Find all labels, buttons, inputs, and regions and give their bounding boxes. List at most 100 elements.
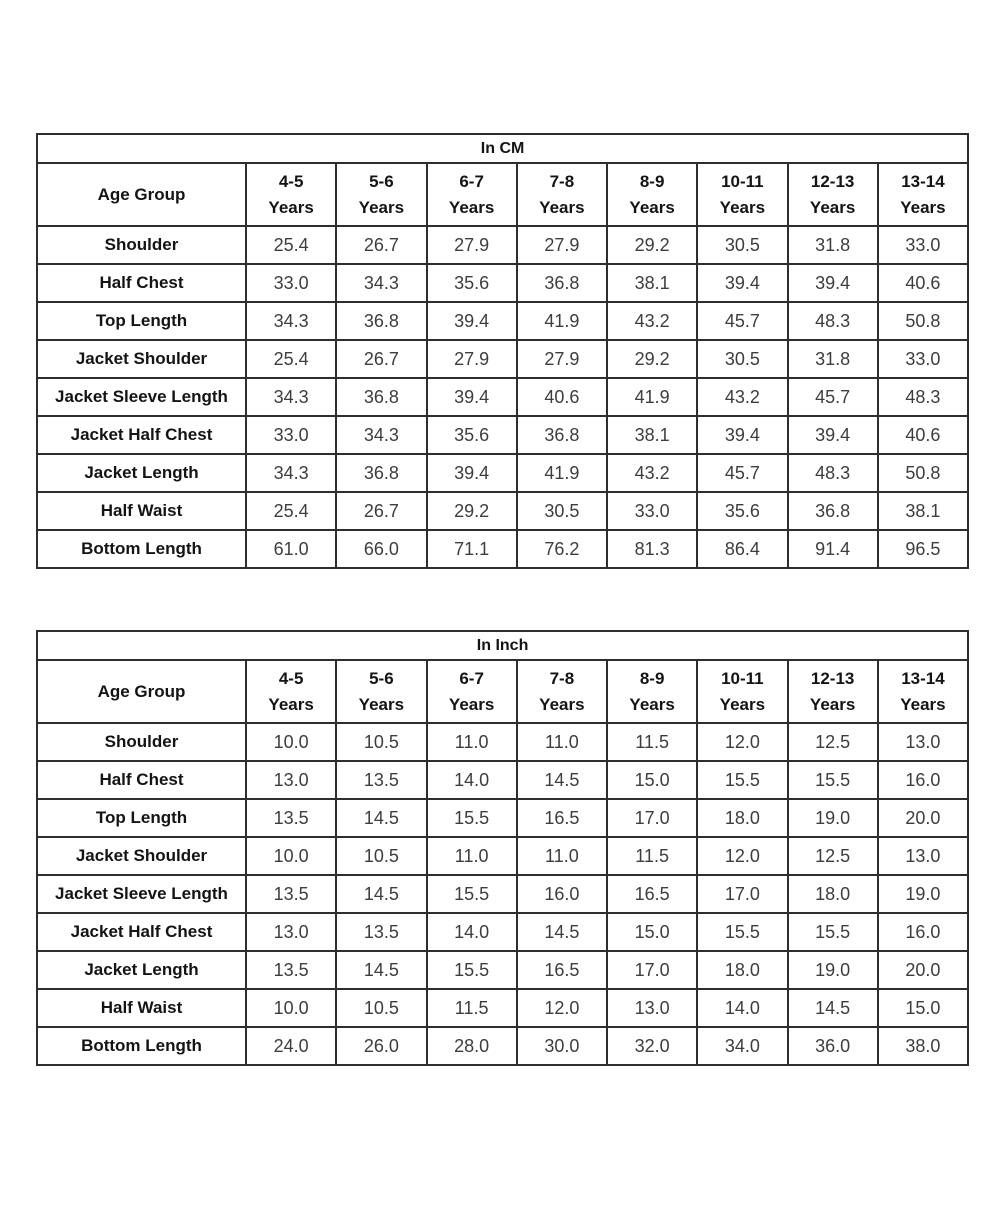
- table-row: Half Waist 25.4 26.7 29.2 30.5 33.0 35.6 36.8 38…: [36, 491, 970, 531]
- value-cell: 48.3: [786, 301, 879, 341]
- table-row: Jacket Length 34.3 36.8 39.4 41.9 43.2 45.7 48.…: [36, 453, 970, 493]
- value-cell: 32.0: [605, 1026, 699, 1066]
- value-cell: 10.5: [335, 722, 428, 762]
- value-cell: 12.0: [696, 722, 789, 762]
- age-column-header: 7-8 Years: [515, 659, 609, 724]
- age-column-header: 7-8 Years: [515, 162, 609, 227]
- value-cell: 45.7: [696, 301, 789, 341]
- value-cell: 33.0: [605, 491, 699, 531]
- value-cell: 39.4: [425, 301, 518, 341]
- value-cell: 33.0: [244, 263, 338, 303]
- table-row: Shoulder 10.0 10.5 11.0 11.0 11.5 12.0 12.5 13.0: [36, 722, 970, 762]
- age-range-label: 5-6: [369, 171, 394, 191]
- value-cell: 36.8: [335, 377, 428, 417]
- value-cell: 15.5: [696, 760, 789, 800]
- value-cell: 34.3: [244, 301, 338, 341]
- age-range-label: 6-7: [459, 171, 484, 191]
- value-cell: 18.0: [696, 798, 789, 838]
- value-cell: 34.3: [244, 453, 338, 493]
- age-column-header: 12-13 Years: [786, 162, 879, 227]
- age-suffix-label: Years: [900, 694, 946, 714]
- age-suffix-label: Years: [358, 197, 405, 217]
- value-cell: 39.4: [425, 453, 518, 493]
- value-cell: 16.0: [876, 760, 970, 800]
- age-range-label: 4-5: [278, 668, 304, 688]
- value-cell: 27.9: [425, 339, 518, 379]
- value-cell: 15.5: [696, 912, 789, 952]
- age-suffix-label: Years: [719, 197, 766, 217]
- value-cell: 19.0: [786, 950, 879, 990]
- value-cell: 30.0: [515, 1026, 609, 1066]
- title-row: In Inch: [35, 630, 970, 661]
- value-cell: 17.0: [696, 874, 789, 914]
- value-cell: 36.8: [786, 491, 879, 531]
- value-cell: 13.0: [605, 988, 699, 1028]
- age-column-header: 12-13 Years: [786, 659, 879, 724]
- age-range-label: 13-14: [901, 171, 945, 191]
- value-cell: 38.1: [605, 263, 699, 303]
- row-label: Jacket Length: [36, 950, 247, 990]
- value-cell: 31.8: [786, 339, 879, 379]
- row-label: Bottom Length: [36, 1026, 247, 1066]
- value-cell: 43.2: [605, 453, 699, 493]
- value-cell: 14.5: [335, 950, 428, 990]
- value-cell: 20.0: [876, 798, 970, 838]
- value-cell: 34.3: [244, 377, 338, 417]
- row-label: Top Length: [36, 301, 247, 341]
- value-cell: 29.2: [425, 491, 518, 531]
- value-cell: 27.9: [515, 225, 609, 265]
- age-suffix-label: Years: [809, 694, 856, 714]
- value-cell: 36.0: [786, 1026, 879, 1066]
- value-cell: 35.6: [696, 491, 789, 531]
- value-cell: 10.0: [244, 836, 338, 876]
- value-cell: 28.0: [425, 1026, 518, 1066]
- table-row: Jacket Half Chest 13.0 13.5 14.0 14.5 15.0 15.…: [36, 912, 970, 952]
- age-column-header: 6-7 Years: [425, 162, 518, 227]
- value-cell: 29.2: [605, 339, 699, 379]
- age-column-header: 8-9 Years: [605, 162, 699, 227]
- value-cell: 38.1: [876, 491, 970, 531]
- value-cell: 45.7: [696, 453, 789, 493]
- size-table-grid: In Inch Age Group 4-5 Years 5-6 Years 6-7 Years…: [35, 630, 970, 1066]
- table-row: Jacket Shoulder 10.0 10.5 11.0 11.0 11.5 12.0 1…: [36, 836, 970, 876]
- value-cell: 34.0: [696, 1026, 789, 1066]
- value-cell: 13.5: [244, 798, 338, 838]
- value-cell: 38.0: [876, 1026, 970, 1066]
- value-cell: 20.0: [876, 950, 970, 990]
- title-row: In CM: [35, 133, 970, 164]
- age-suffix-label: Years: [448, 694, 495, 714]
- value-cell: 33.0: [876, 339, 970, 379]
- value-cell: 34.3: [335, 263, 428, 303]
- age-suffix-label: Years: [448, 197, 495, 217]
- value-cell: 10.5: [335, 836, 428, 876]
- age-column-header: 10-11 Years: [696, 659, 789, 724]
- value-cell: 15.5: [425, 950, 518, 990]
- value-cell: 15.0: [605, 912, 699, 952]
- age-suffix-label: Years: [900, 197, 946, 217]
- value-cell: 11.0: [425, 722, 518, 762]
- value-cell: 40.6: [876, 263, 970, 303]
- value-cell: 39.4: [786, 263, 879, 303]
- value-cell: 36.8: [335, 301, 428, 341]
- age-column-header: 5-6 Years: [335, 162, 428, 227]
- value-cell: 33.0: [244, 415, 338, 455]
- value-cell: 29.2: [605, 225, 699, 265]
- row-label: Half Waist: [36, 988, 247, 1028]
- age-range-label: 8-9: [639, 171, 665, 191]
- value-cell: 13.5: [335, 912, 428, 952]
- value-cell: 41.9: [515, 453, 609, 493]
- age-suffix-label: Years: [719, 694, 766, 714]
- value-cell: 35.6: [425, 415, 518, 455]
- value-cell: 34.3: [335, 415, 428, 455]
- value-cell: 17.0: [605, 950, 699, 990]
- age-suffix-label: Years: [629, 694, 675, 714]
- age-range-label: 7-8: [549, 668, 575, 688]
- row-label: Jacket Sleeve Length: [36, 874, 247, 914]
- age-column-header: 6-7 Years: [425, 659, 518, 724]
- table-title: In CM: [35, 133, 970, 164]
- table-title: In Inch: [35, 630, 970, 661]
- age-range-label: 13-14: [901, 668, 945, 688]
- value-cell: 43.2: [605, 301, 699, 341]
- row-label: Jacket Length: [36, 453, 247, 493]
